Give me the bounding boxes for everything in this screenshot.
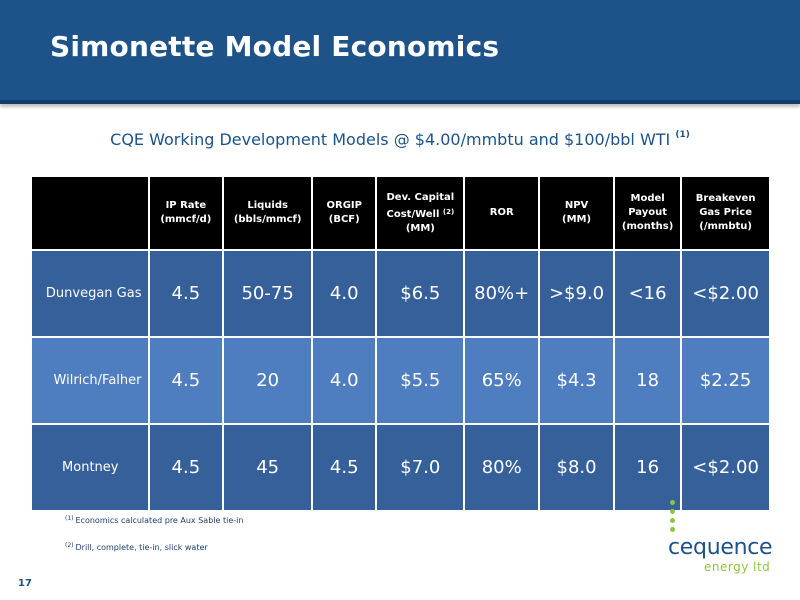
cell-breakeven: <$2.00: [682, 249, 769, 336]
row-label: Wilrich/Falher: [32, 336, 148, 423]
slide-title: Simonette Model Economics: [50, 30, 500, 63]
footnote-1: (1) Economics calculated pre Aux Sable ti…: [65, 515, 244, 525]
cequence-logo: cequence energy ltd: [660, 500, 780, 580]
table-row-dunvegan-gas: Dunvegan Gas 4.5 50-75 4.0 $6.5 80%+ >$9…: [32, 249, 769, 336]
col-header-breakeven: Breakeven Gas Price (/mmbtu): [682, 177, 769, 249]
cell-npv: >$9.0: [540, 249, 613, 336]
cell-liquids: 50-75: [224, 249, 312, 336]
cell-dev-capital: $7.0: [377, 423, 464, 510]
col-header-orgip: ORGIP (BCF): [313, 177, 376, 249]
cell-orgip: 4.0: [313, 249, 376, 336]
col-header-model-payout: Model Payout (months): [614, 177, 681, 249]
col-header-dev-capital: Dev. Capital Cost/Well (2) (MM): [377, 177, 464, 249]
row-label: Dunvegan Gas: [32, 249, 148, 336]
cell-orgip: 4.5: [313, 423, 376, 510]
cell-dev-capital: $6.5: [377, 249, 464, 336]
row-label: Montney: [32, 423, 148, 510]
subtitle-text: CQE Working Development Models @ $4.00/m…: [110, 130, 671, 149]
table-row-montney: Montney 4.5 45 4.5 $7.0 80% $8.0 16 <$2.…: [32, 423, 769, 510]
col-header-liquids: Liquids (bbls/mmcf): [224, 177, 312, 249]
slide-number: 17: [18, 578, 32, 589]
col-header-ip-rate: IP Rate (mmcf/d): [149, 177, 223, 249]
footnote-2: (2) Drill, complete, tie-in, slick water: [65, 542, 208, 552]
col-header-ror: ROR: [465, 177, 539, 249]
footnotes: (1) Economics calculated pre Aux Sable ti…: [65, 515, 243, 569]
corner-cell: [32, 177, 148, 249]
logo-dots-icon: [670, 500, 680, 536]
cell-breakeven: $2.25: [682, 336, 769, 423]
subtitle-footnote-ref: (1): [675, 130, 690, 140]
cell-orgip: 4.0: [313, 336, 376, 423]
table-row-wilrich-falher: Wilrich/Falher 4.5 20 4.0 $5.5 65% $4.3 …: [32, 336, 769, 423]
logo-wordmark: cequence: [668, 535, 773, 560]
cell-npv: $4.3: [540, 336, 613, 423]
cell-model-payout: 18: [614, 336, 681, 423]
cell-ror: 80%+: [465, 249, 539, 336]
cell-ip-rate: 4.5: [149, 249, 223, 336]
cell-liquids: 45: [224, 423, 312, 510]
cell-ror: 80%: [465, 423, 539, 510]
title-bar: Simonette Model Economics: [0, 0, 800, 104]
cell-model-payout: <16: [614, 249, 681, 336]
economics-table: IP Rate (mmcf/d) Liquids (bbls/mmcf) ORGIP…: [30, 177, 771, 510]
cell-dev-capital: $5.5: [377, 336, 464, 423]
cell-liquids: 20: [224, 336, 312, 423]
cell-model-payout: 16: [614, 423, 681, 510]
cell-breakeven: <$2.00: [682, 423, 769, 510]
logo-tagline: energy ltd: [704, 560, 771, 574]
cell-npv: $8.0: [540, 423, 613, 510]
cell-ip-rate: 4.5: [149, 423, 223, 510]
table-header-row: IP Rate (mmcf/d) Liquids (bbls/mmcf) ORGIP…: [32, 177, 769, 249]
cell-ip-rate: 4.5: [149, 336, 223, 423]
cell-ror: 65%: [465, 336, 539, 423]
col-header-npv: NPV (MM): [540, 177, 613, 249]
subtitle: CQE Working Development Models @ $4.00/m…: [0, 130, 800, 149]
